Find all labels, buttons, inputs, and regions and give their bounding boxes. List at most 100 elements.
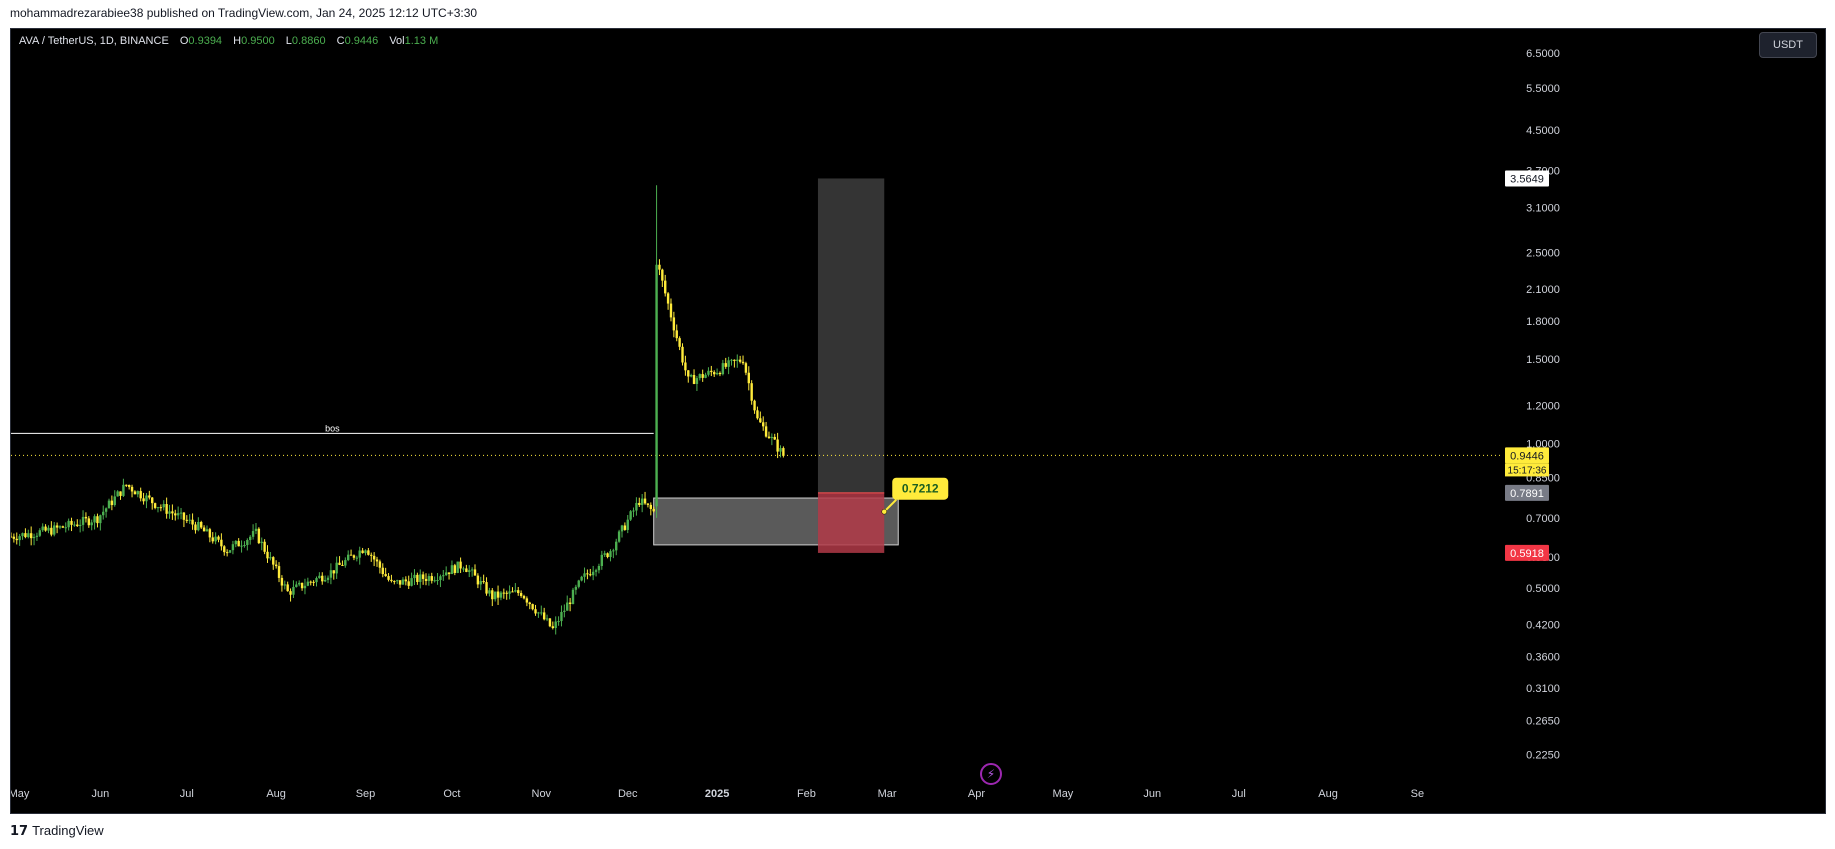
target-zone[interactable] (817, 178, 885, 493)
candle-body (104, 508, 108, 512)
candle-body (321, 575, 324, 582)
x-tick-label: Jun (1143, 788, 1161, 800)
candle-body (263, 541, 266, 552)
candle-body (540, 612, 543, 614)
candle-body (710, 370, 713, 373)
y-tick-label: 0.2650 (1526, 715, 1560, 727)
candle-body (468, 570, 471, 572)
candle-body (358, 550, 361, 558)
candle-body (64, 527, 67, 529)
open-value: 0.9394 (188, 35, 223, 47)
close-value: 0.9446 (344, 35, 379, 47)
candle-body (623, 525, 627, 530)
candle-body (620, 525, 624, 532)
y-tick-label: 6.5000 (1526, 48, 1560, 60)
callout-pointer (883, 498, 897, 513)
candle-body (479, 581, 482, 585)
y-tick-label: 3.1000 (1526, 203, 1560, 215)
candle-body (589, 574, 592, 576)
candle-body (329, 570, 333, 578)
candle-body (142, 498, 145, 502)
candle-body (81, 516, 85, 525)
target-price-tag-bg[interactable] (1505, 170, 1549, 187)
stop-price-tag-bg[interactable] (1505, 544, 1549, 561)
candle-body (162, 504, 165, 508)
y-tick-label: 0.3100 (1526, 683, 1560, 695)
candle-body (398, 580, 402, 585)
candle-body (586, 573, 589, 575)
currency-button[interactable]: USDT (1759, 32, 1817, 58)
candle-body (640, 498, 644, 505)
candle-body (733, 359, 736, 361)
candle-body (15, 538, 18, 541)
target-price-tag: 3.5649 (1510, 173, 1544, 185)
x-tick-label: Apr (968, 788, 985, 800)
candle-body (407, 581, 410, 586)
lightning-icon[interactable]: ⚡ (980, 763, 1002, 785)
candle-body (153, 503, 157, 508)
bos-label: bos (325, 423, 340, 433)
candle-body (119, 491, 122, 496)
candle-body (684, 362, 687, 371)
y-tick-label: 0.7000 (1526, 513, 1560, 525)
candle-body (223, 546, 226, 553)
candle-body (511, 591, 514, 593)
high-label: H (233, 35, 242, 47)
candle-body (626, 519, 629, 530)
last-price-tag-bg[interactable] (1505, 447, 1549, 464)
price-chart[interactable]: bos 6.50005.50004.50003.70003.10002.5000… (11, 29, 1825, 813)
candle-body (404, 579, 408, 582)
symbol-label[interactable]: AVA / TetherUS, 1D, BINANCE (19, 35, 169, 47)
candle-body (646, 503, 650, 505)
candle-body (767, 436, 771, 439)
x-tick-label: Feb (797, 788, 816, 800)
candle-body (594, 570, 598, 572)
candle-body (666, 293, 670, 304)
chart-pane[interactable]: bos 6.50005.50004.50003.70003.10002.5000… (10, 28, 1826, 814)
candle-body (266, 551, 269, 559)
candle-body (681, 346, 684, 363)
candle-body (747, 372, 750, 384)
candle-body (76, 524, 79, 527)
candle-body (87, 518, 91, 526)
candle-body (194, 524, 197, 531)
x-tick-label: Aug (1318, 788, 1338, 800)
candle-body (568, 602, 572, 604)
candle-body (517, 590, 520, 594)
candle-body (130, 486, 134, 492)
low-label: L (285, 35, 292, 47)
candle-body (776, 439, 779, 452)
last-price-tag: 0.9446 (1510, 450, 1544, 462)
candle-body (27, 533, 30, 538)
candle-body (603, 553, 606, 555)
candle-body (96, 516, 99, 524)
candle-body (583, 573, 586, 577)
candle-body (107, 500, 111, 509)
callout-label: 0.7212 (902, 482, 939, 496)
candle-body (701, 374, 704, 378)
candle-body (159, 507, 163, 509)
candle-body (367, 550, 370, 555)
candle-body (41, 526, 44, 531)
candle-body (217, 536, 220, 540)
candle-body (531, 604, 534, 610)
footer-brand[interactable]: 𝟭𝟳 TradingView (10, 823, 104, 839)
candle-body (756, 410, 759, 419)
entry-price-tag-bg[interactable] (1505, 484, 1549, 501)
candle-body (606, 553, 609, 558)
callout-box[interactable] (892, 477, 949, 500)
candle-body (165, 504, 168, 514)
candle-body (176, 513, 180, 516)
candle-body (145, 495, 148, 502)
candle-body (47, 527, 50, 531)
candle-body (395, 580, 399, 582)
candle-body (292, 586, 295, 595)
candle-body (741, 361, 745, 364)
y-tick-label: 0.3600 (1526, 652, 1560, 664)
candle-body (113, 496, 116, 506)
stop-zone[interactable] (817, 492, 885, 553)
y-tick-label: 1.8000 (1526, 316, 1560, 328)
x-tick-label: May (1053, 788, 1074, 800)
callout-anchor[interactable] (881, 508, 887, 515)
candle-body (462, 568, 465, 570)
